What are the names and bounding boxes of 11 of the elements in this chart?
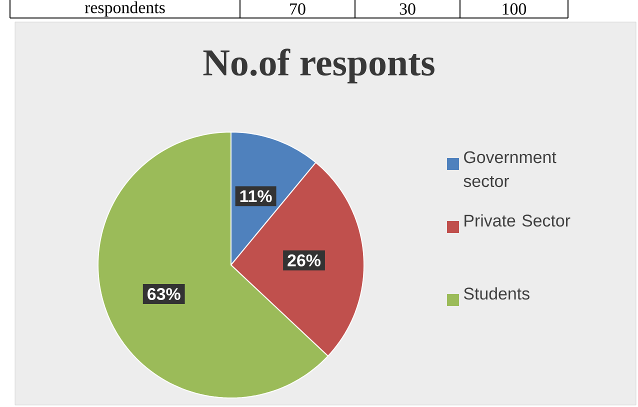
text: 100 <box>502 3 526 15</box>
data-label: 26% <box>288 254 321 266</box>
chart-title: No.of responts <box>203 48 434 84</box>
text: respondents <box>84 1 165 17</box>
text: 30 <box>400 3 416 15</box>
text: 70 <box>290 3 306 15</box>
data-label: 63% <box>148 288 180 300</box>
legend-label: Private Sector <box>464 214 570 227</box>
legend-label: Students <box>464 287 530 300</box>
data-label: 11% <box>240 190 272 202</box>
legend-label: Government sector <box>464 151 556 188</box>
